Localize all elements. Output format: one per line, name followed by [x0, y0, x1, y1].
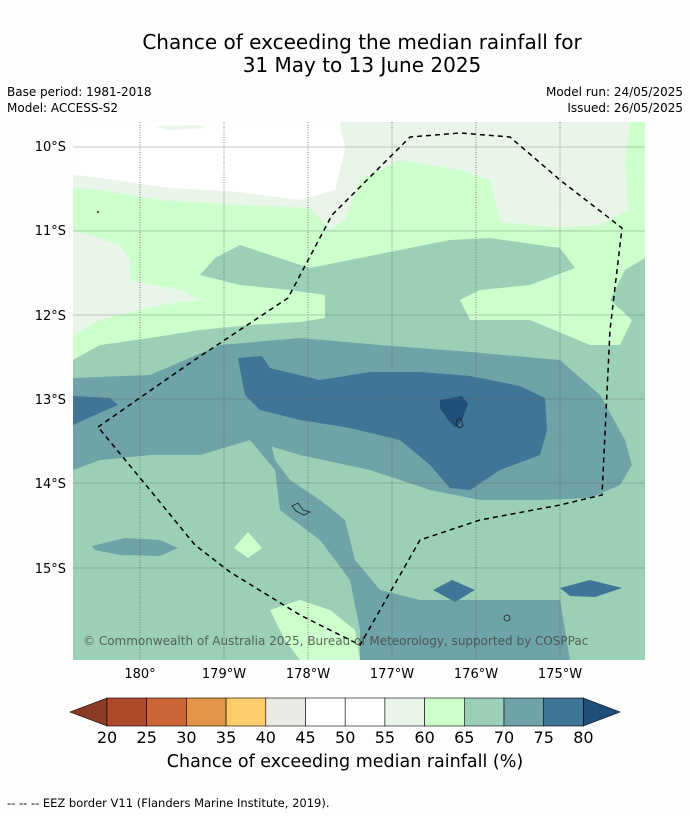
lat-label-1: 10°S: [35, 140, 66, 155]
lon-label-6: 175°W: [538, 667, 582, 682]
colorbar-tick-label: 25: [137, 728, 157, 747]
colorbar-tick-label: 50: [335, 728, 355, 747]
island-4: [97, 211, 99, 213]
colorbar-swatch: [503, 697, 545, 727]
colorbar-swatch: [305, 697, 346, 727]
title-line-2: 31 May to 13 June 2025: [242, 53, 482, 77]
island-3: [503, 614, 511, 622]
zone-75-80-core: [238, 356, 547, 490]
probability-field: [73, 122, 645, 660]
lat-label-2: 11°S: [35, 224, 66, 239]
colorbar-swatch: [186, 697, 227, 727]
map-title: Chance of exceeding the median rainfall …: [0, 31, 690, 77]
model-info: Base period: 1981-2018 Model: ACCESS-S2: [7, 84, 152, 116]
island-2: [455, 417, 464, 429]
colorbar-swatch: [265, 697, 306, 727]
lon-label-5: 176°W: [454, 667, 498, 682]
colorbar-swatch: [463, 697, 505, 727]
island-1: [291, 502, 312, 516]
colorbar-tick-label: 35: [216, 728, 236, 747]
colorbar-swatch: [424, 697, 465, 727]
zone-75-80-blob-1: [433, 580, 475, 602]
colorbar-tick-label: 60: [414, 728, 434, 747]
colorbar-swatch: [344, 697, 386, 727]
model-run: Model run: 24/05/2025: [545, 85, 683, 99]
colorbar-tick-label: 70: [494, 728, 514, 747]
run-info: Model run: 24/05/2025 Issued: 26/05/2025: [546, 84, 683, 116]
latitude-labels: 10°S 11°S 12°S 13°S 14°S 15°S: [35, 140, 66, 577]
title-line-1: Chance of exceeding the median rainfall …: [142, 30, 582, 54]
lat-label-4: 13°S: [35, 393, 66, 408]
colorbar-tick-label: 40: [256, 728, 276, 747]
colorbar-label: Chance of exceeding median rainfall (%): [166, 752, 524, 772]
zone-60-65-blob: [234, 532, 262, 558]
colorbar-tick-label: 45: [295, 728, 315, 747]
lon-label-3: 178°W: [286, 667, 330, 682]
colorbar-swatch: [384, 697, 425, 727]
colorbar: [69, 697, 621, 727]
colorbar-under-arrow: [69, 697, 108, 727]
zone-50-55-top-right: [340, 122, 560, 150]
base-period: Base period: 1981-2018: [7, 85, 152, 99]
colorbar-tick-label: 30: [176, 728, 196, 747]
zone-55-60-west: [73, 230, 200, 335]
copyright-notice: © Commonwealth of Australia 2025, Bureau…: [83, 634, 588, 648]
lon-label-1: 180°: [124, 667, 155, 682]
zone-55-60-blob: [155, 125, 205, 130]
colorbar-tick-label: 55: [375, 728, 395, 747]
colorbar-swatch: [543, 697, 584, 727]
lon-label-4: 177°W: [370, 667, 414, 682]
model-name: Model: ACCESS-S2: [7, 101, 119, 115]
colorbar-tick-label: 80: [573, 728, 593, 747]
eez-footnote: -- -- -- EEZ border V11 (Flanders Marine…: [7, 796, 330, 810]
colorbar-swatch: [225, 697, 267, 727]
longitude-labels: 180° 179°W 178°W 177°W 176°W 175°W: [124, 667, 582, 682]
colorbar-tick-label: 75: [534, 728, 554, 747]
zone-75-80-west: [73, 396, 118, 425]
lat-label-3: 12°S: [35, 309, 66, 324]
colorbar-swatch: [146, 697, 187, 727]
lon-label-2: 179°W: [202, 667, 246, 682]
zone-75-80-blob-2: [560, 580, 622, 597]
zone-80-plus: [440, 396, 468, 428]
lat-label-6: 15°S: [35, 562, 66, 577]
colorbar-tick-label: 20: [97, 728, 117, 747]
colorbar-over-arrow: [583, 697, 621, 727]
eez-border: [96, 132, 623, 646]
zone-50-55: [73, 122, 345, 200]
colorbar-ticks: 20 25 30 35 40 45 50 55 60 65 70 75 80: [97, 728, 594, 747]
lat-label-5: 14°S: [35, 477, 66, 492]
zone-60-65-bottom: [270, 600, 360, 660]
colorbar-swatch: [106, 697, 148, 727]
issued-date: Issued: 26/05/2025: [567, 101, 683, 115]
colorbar-tick-label: 65: [454, 728, 474, 747]
zone-70-75-blob: [92, 538, 178, 556]
graticule: [73, 122, 645, 660]
